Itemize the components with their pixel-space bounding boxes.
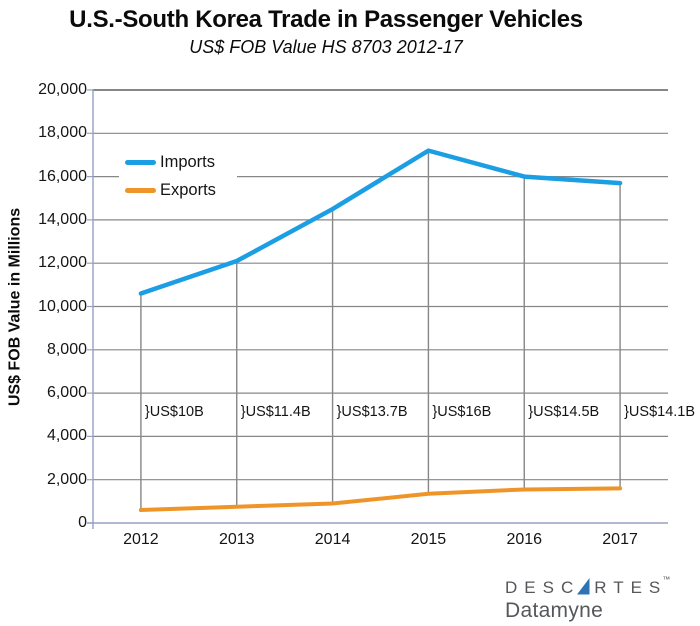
logo-text-desc: DESC xyxy=(505,578,581,597)
y-tick-label: 0 xyxy=(78,514,87,531)
descartes-datamyne-logo: DESC RTES ™ Datamyne xyxy=(505,575,675,622)
trade-gap-annotation: }US$16B xyxy=(432,404,492,420)
x-tick-label: 2014 xyxy=(314,531,351,548)
trademark-symbol: ™ xyxy=(662,575,671,584)
trade-gap-annotation: }US$11.4B xyxy=(240,404,311,420)
descartes-wordmark: DESC RTES ™ xyxy=(505,575,675,597)
exports-line-series xyxy=(138,486,623,513)
x-tick-label: 2016 xyxy=(506,531,543,548)
legend-label-exports: Exports xyxy=(160,181,216,199)
y-tick-label: 6,000 xyxy=(46,384,87,402)
y-tick-label: 16,000 xyxy=(38,167,87,185)
trade-gap-annotation: }US$13.7B xyxy=(336,404,408,420)
y-tick-label: 2,000 xyxy=(46,470,87,488)
descartes-sail-icon xyxy=(577,578,590,595)
y-tick-label: 10,000 xyxy=(38,297,87,315)
imports-line-swatch xyxy=(125,160,156,165)
x-tick-label: 2017 xyxy=(602,531,638,548)
y-tick-label: 14,000 xyxy=(38,210,87,228)
logo-text-rtes: RTES xyxy=(594,578,668,597)
legend-item-imports: Imports xyxy=(125,153,237,172)
legend-item-exports: Exports xyxy=(125,181,237,200)
trade-gap-annotation: }US$10B xyxy=(144,404,204,420)
x-tick-label: 2012 xyxy=(123,531,159,548)
y-tick-label: 8,000 xyxy=(46,340,87,358)
trade-gap-annotation: }US$14.1B xyxy=(624,404,696,420)
y-tick-label: 18,000 xyxy=(38,124,87,142)
chart-subtitle: US$ FOB Value HS 8703 2012-17 xyxy=(189,37,463,57)
legend-label-imports: Imports xyxy=(160,153,216,171)
datamyne-wordmark: Datamyne xyxy=(505,599,604,622)
x-tick-label: 2013 xyxy=(218,531,255,548)
legend: Imports Exports xyxy=(119,147,237,204)
imports-line-series xyxy=(138,148,623,296)
exports-line-swatch xyxy=(125,188,156,193)
y-tick-label: 12,000 xyxy=(38,254,87,272)
y-tick-label: 4,000 xyxy=(46,427,87,445)
title-block: U.S.-South Korea Trade in Passenger Vehi… xyxy=(0,6,652,58)
trade-gap-annotation: }US$14.5B xyxy=(528,404,600,420)
y-tick-label: 20,000 xyxy=(38,81,87,98)
x-tick-label: 2015 xyxy=(410,531,447,548)
chart-title: U.S.-South Korea Trade in Passenger Vehi… xyxy=(69,6,583,33)
